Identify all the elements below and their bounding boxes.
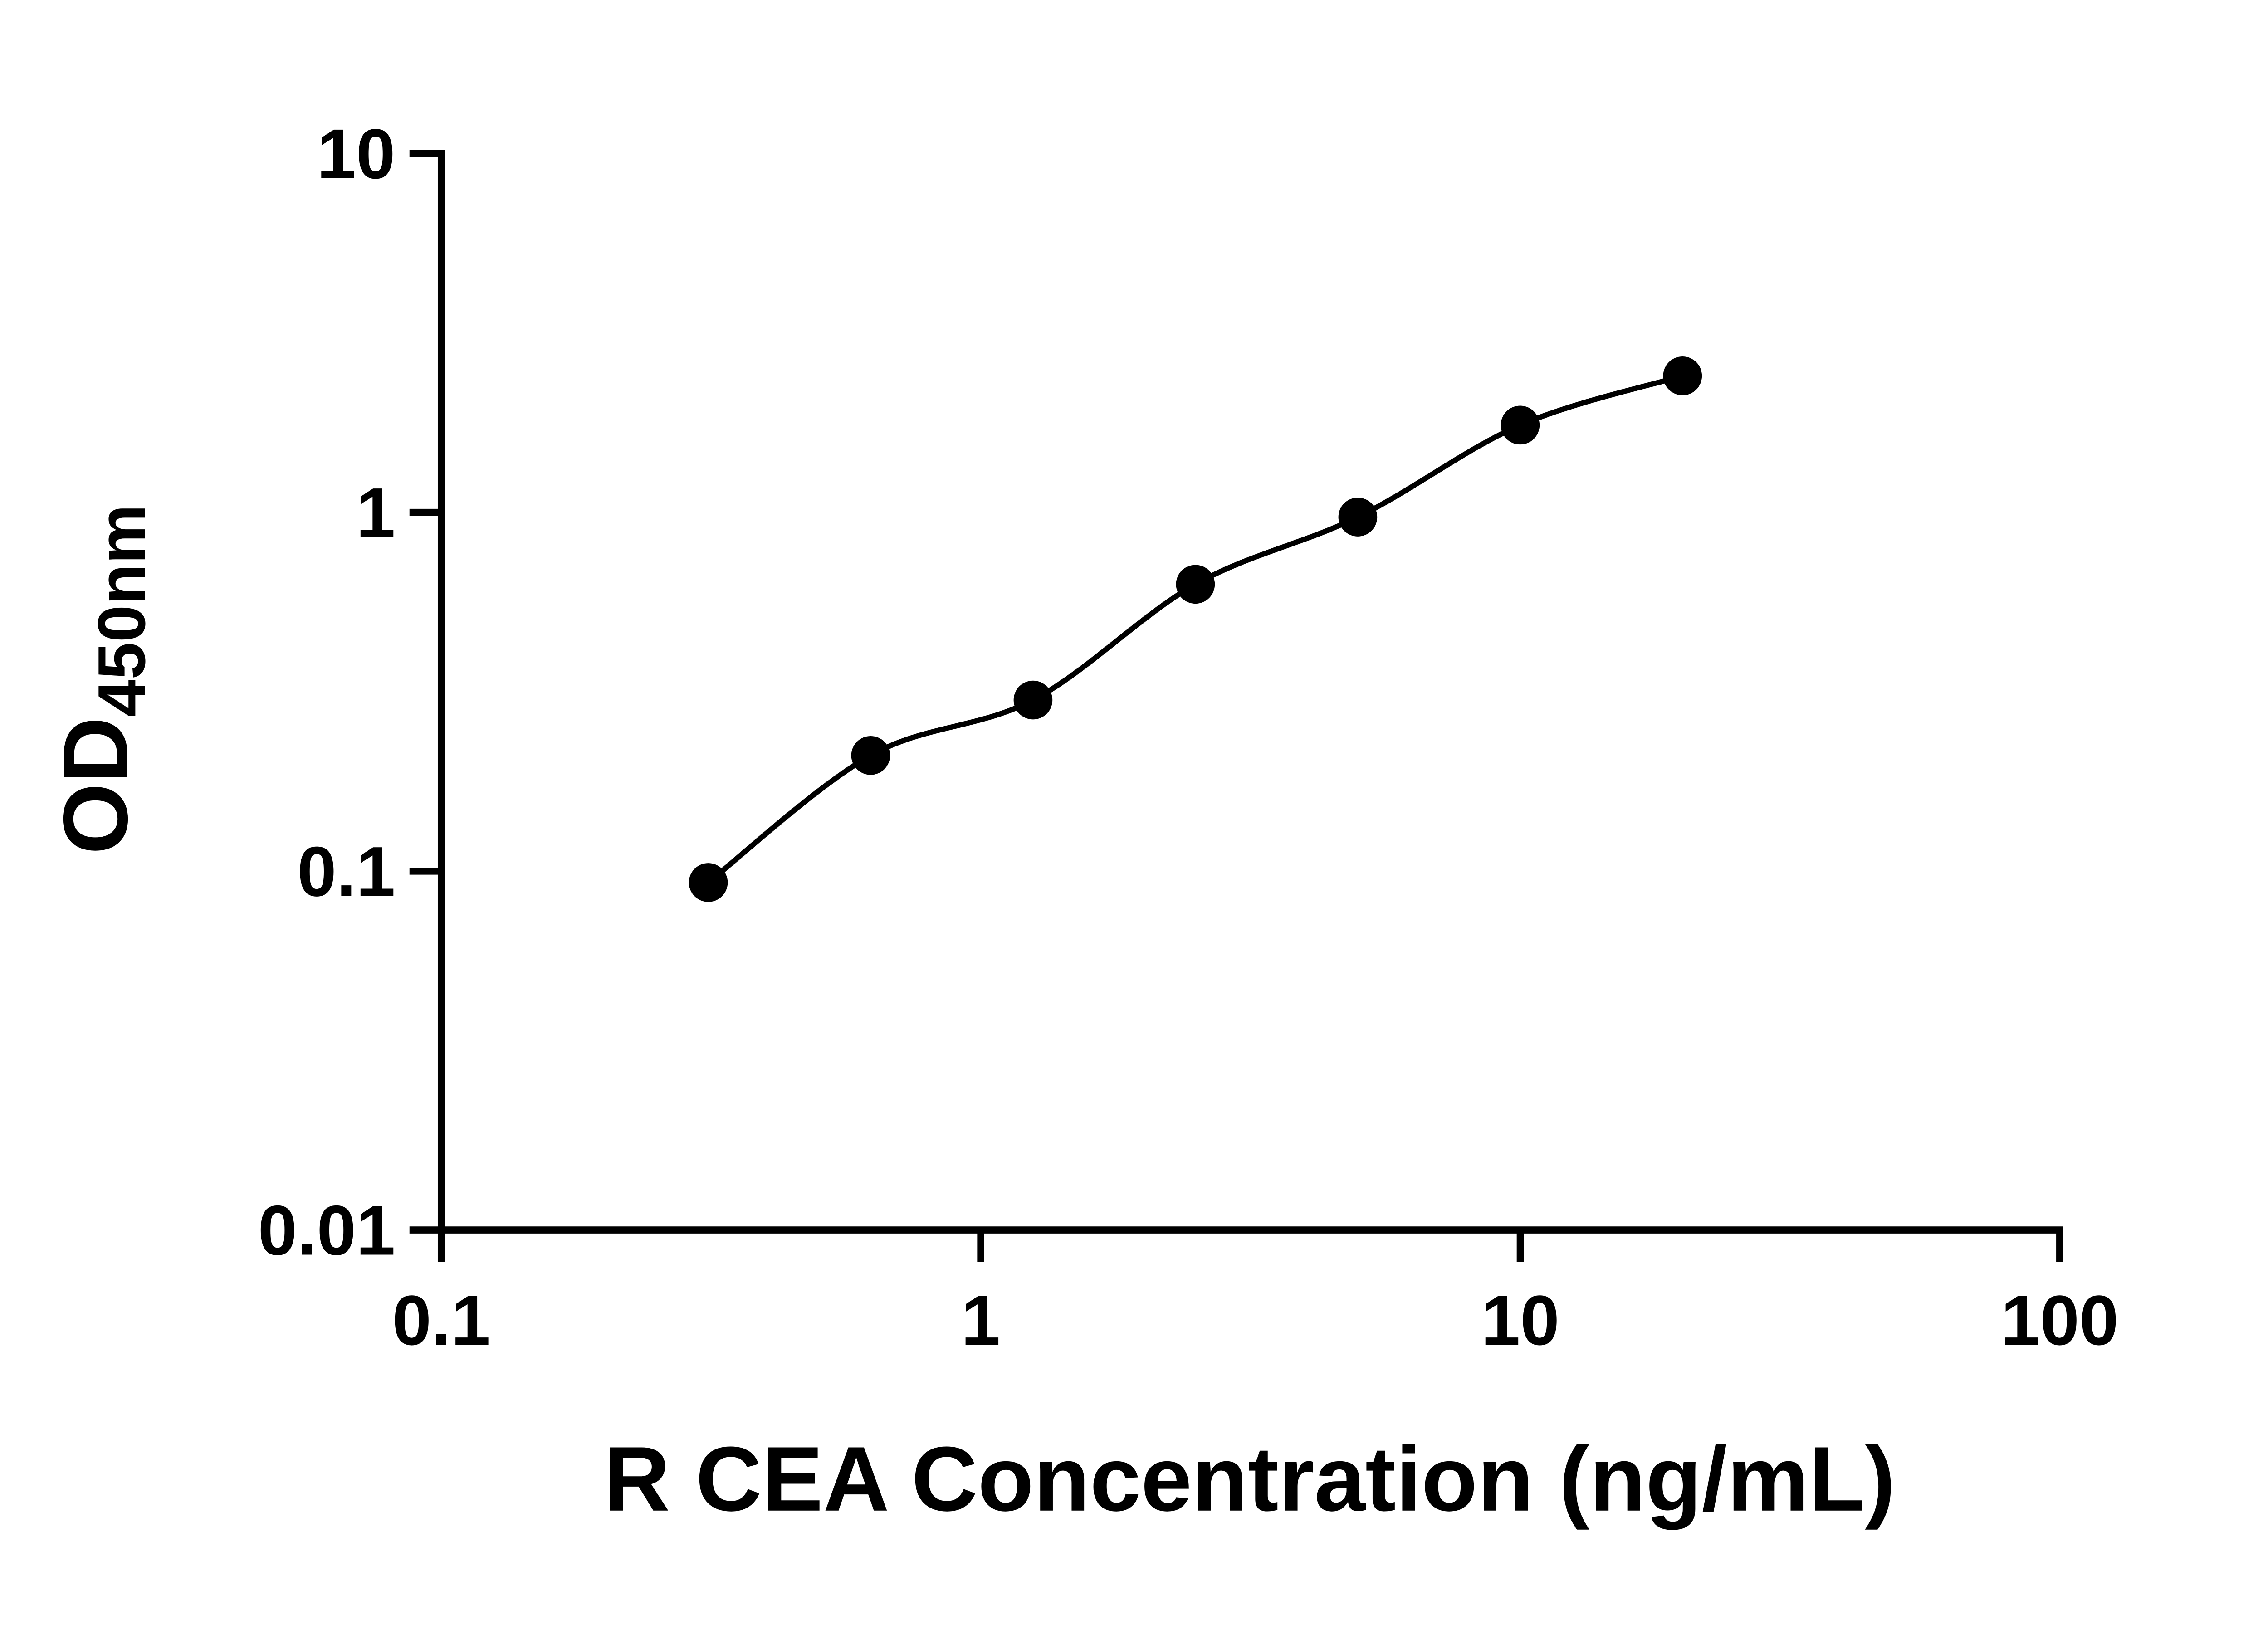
x-tick-label: 10 (1481, 1281, 1559, 1360)
data-point (1663, 356, 1702, 395)
data-point (1501, 405, 1540, 445)
y-tick-label: 10 (317, 114, 395, 193)
data-point (689, 863, 728, 902)
y-axis-title-main: OD (44, 717, 147, 855)
x-axis-title: R CEA Concentration (ng/mL) (604, 1428, 1895, 1530)
fit-curve (706, 373, 1684, 885)
data-point (1013, 680, 1053, 720)
x-tick-label: 0.1 (392, 1281, 490, 1360)
y-axis-title: OD450nm (44, 504, 159, 854)
tick-labels: 0.1 1 10 100 0.01 0.1 1 10 (258, 114, 2119, 1360)
y-tick-label: 1 (356, 473, 396, 552)
elisa-standard-curve-figure: 0.1 1 10 100 0.01 0.1 1 10 R CEA Concentration … (44, 114, 2119, 1530)
standard-curve-chart: 0.1 1 10 100 0.01 0.1 1 10 R CEA Concentration … (44, 114, 2119, 1530)
data-series (689, 356, 1702, 902)
y-tick-label: 0.1 (297, 832, 395, 911)
data-point (1176, 565, 1215, 604)
data-point (851, 736, 890, 775)
y-axis-title-sub: 450nm (84, 504, 159, 717)
x-tick-label: 100 (2001, 1281, 2119, 1360)
axes (409, 150, 2063, 1262)
data-point (1338, 498, 1378, 537)
x-tick-label: 1 (961, 1281, 1001, 1360)
y-tick-label: 0.01 (258, 1191, 396, 1270)
